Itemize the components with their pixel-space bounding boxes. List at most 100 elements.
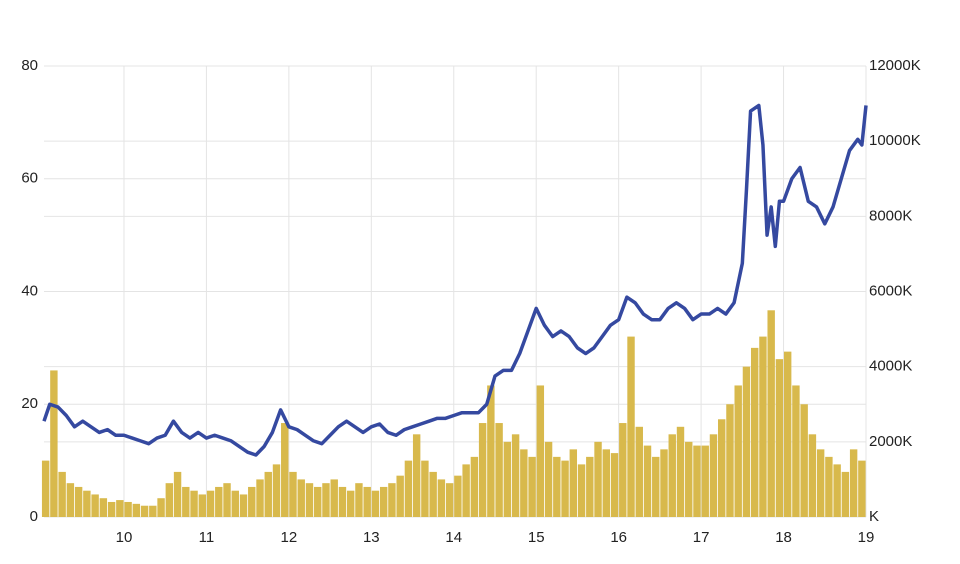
volume-bar — [404, 460, 413, 517]
volume-bar — [470, 456, 479, 517]
y2-tick-label: 10000K — [869, 132, 921, 149]
volume-bar — [74, 486, 83, 517]
volume-bar — [561, 460, 569, 517]
volume-bar — [495, 423, 503, 517]
x-tick-label: 18 — [775, 529, 792, 546]
volume-bar — [173, 471, 182, 517]
volume-bar — [577, 464, 586, 517]
volume-bar — [750, 347, 759, 517]
x-tick-label: 12 — [281, 529, 298, 546]
volume-bar — [140, 505, 149, 517]
x-tick-label: 15 — [528, 529, 545, 546]
volume-bar — [808, 434, 817, 517]
volume-bar — [215, 486, 223, 517]
volume-bar — [264, 471, 272, 517]
volume-bar — [66, 483, 75, 517]
volume-bar — [544, 441, 553, 517]
x-tick-label: 10 — [116, 529, 133, 546]
volume-bar — [198, 494, 207, 517]
volume-bar — [50, 370, 58, 517]
volume-bar — [462, 464, 470, 517]
volume-bar — [91, 494, 99, 517]
volume-bar — [849, 449, 858, 517]
volume-bar — [685, 441, 693, 517]
y2-tick-label: 8000K — [869, 207, 912, 224]
volume-bar — [429, 471, 437, 517]
volume-bar — [676, 426, 685, 517]
volume-bar — [610, 453, 619, 517]
y-tick-label: 20 — [21, 395, 38, 412]
volume-bar — [314, 486, 322, 517]
volume-bar — [421, 460, 429, 517]
volume-bar — [388, 483, 396, 517]
volume-bar — [322, 483, 330, 517]
volume-bar — [841, 471, 850, 517]
volume-bar — [58, 471, 66, 517]
volume-bar — [305, 483, 314, 517]
volume-bar — [775, 359, 784, 517]
volume-bar — [833, 464, 841, 517]
volume-bar — [643, 445, 652, 517]
x-tick-label: 19 — [858, 529, 875, 546]
volume-bar — [297, 479, 305, 517]
volume-bar — [116, 500, 124, 517]
volume-bar — [619, 423, 627, 517]
volume-bar — [41, 460, 50, 517]
y-tick-label: 60 — [21, 170, 38, 187]
volume-bar — [800, 404, 808, 517]
volume-bar — [594, 441, 602, 517]
volume-bar — [767, 310, 775, 517]
volume-bar — [520, 449, 528, 517]
volume-bar — [338, 486, 347, 517]
volume-bar — [825, 456, 833, 517]
y2-tick-label: 12000K — [869, 57, 921, 74]
y2-tick-label: 6000K — [869, 282, 912, 299]
x-tick-label: 16 — [610, 529, 627, 546]
x-tick-label: 14 — [445, 529, 462, 546]
volume-bar — [586, 456, 594, 517]
volume-bar — [149, 505, 157, 517]
volume-bar — [652, 456, 660, 517]
volume-bar — [553, 456, 561, 517]
volume-bar — [734, 385, 742, 517]
volume-bar — [792, 385, 800, 517]
volume-bar — [759, 336, 767, 517]
volume-bar — [454, 475, 462, 517]
volume-bar — [693, 445, 701, 517]
volume-bar — [124, 501, 132, 517]
volume-bar — [437, 479, 446, 517]
volume-bar — [223, 483, 231, 517]
volume-bar — [363, 486, 371, 517]
x-tick-label: 17 — [693, 529, 710, 546]
volume-bar — [412, 434, 421, 517]
volume-bar — [379, 486, 388, 517]
x-tick-label: 11 — [199, 529, 215, 546]
volume-bar — [478, 423, 487, 517]
volume-bar — [132, 503, 141, 517]
volume-bar — [660, 449, 668, 517]
volume-bar — [742, 366, 751, 517]
y-tick-label: 80 — [21, 57, 38, 74]
volume-bar — [783, 351, 792, 517]
volume-bar — [371, 490, 380, 517]
volume-bar — [536, 385, 545, 517]
volume-bar — [182, 486, 190, 517]
volume-bar — [858, 460, 866, 517]
volume-bar — [355, 483, 363, 517]
x-tick-label: 13 — [363, 529, 380, 546]
volume-bar — [107, 501, 116, 517]
volume-bar — [190, 490, 198, 517]
volume-bar — [701, 445, 709, 517]
volume-bar — [248, 486, 256, 517]
volume-bar — [99, 498, 108, 517]
y2-tick-label: 4000K — [869, 358, 912, 375]
volume-bar — [346, 490, 355, 517]
volume-bar — [231, 490, 239, 517]
volume-bar — [281, 423, 289, 517]
volume-bar — [635, 426, 643, 517]
volume-bar — [83, 490, 91, 517]
volume-bar — [165, 483, 174, 517]
volume-bar — [627, 336, 635, 517]
volume-bar — [157, 498, 165, 517]
